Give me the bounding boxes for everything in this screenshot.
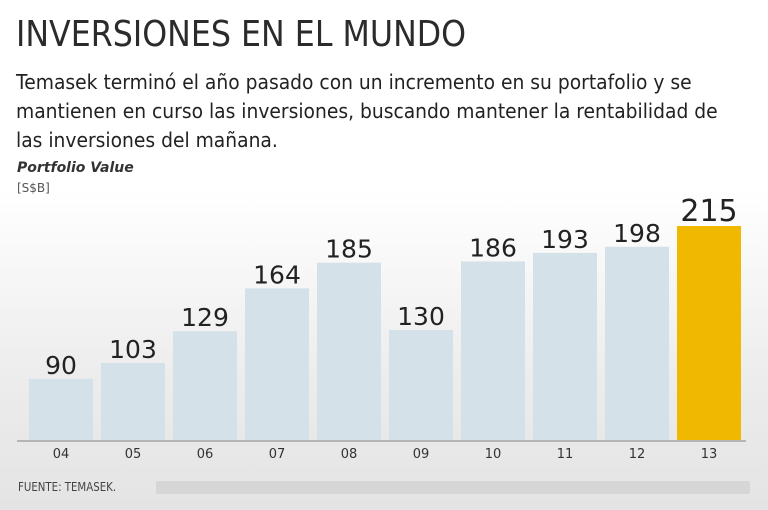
y-axis-label: Portfolio Value (17, 160, 134, 176)
x-tick-label-07: 07 (269, 447, 286, 462)
page-title: INVERSIONES EN EL MUNDO (16, 14, 467, 55)
bar-13 (677, 226, 741, 440)
data-label-12: 198 (613, 219, 661, 248)
bar-09 (389, 329, 453, 440)
data-label-08: 185 (325, 235, 373, 264)
x-tick-label-11: 11 (557, 447, 574, 462)
data-label-07: 164 (253, 260, 301, 289)
source-divider-bar (156, 481, 750, 494)
y-axis-unit: [S$B] (17, 181, 50, 195)
bar-07 (245, 288, 309, 440)
x-tick-label-05: 05 (125, 447, 142, 462)
data-label-06: 129 (181, 303, 229, 332)
x-tick-label-04: 04 (53, 447, 70, 462)
data-label-04: 90 (45, 351, 77, 380)
data-label-13: 215 (680, 194, 737, 229)
subtitle: Temasek terminó el año pasado con un inc… (16, 70, 718, 152)
bar-chart: 90 04 103 05 129 06 164 07 185 08 130 09 186 10 193 11 1… (17, 194, 746, 462)
x-tick-label-12: 12 (629, 447, 646, 462)
data-label-09: 130 (397, 302, 445, 331)
data-label-11: 193 (541, 225, 589, 254)
x-tick-label-13: 13 (701, 447, 718, 462)
data-label-10: 186 (469, 233, 517, 262)
x-tick-label-08: 08 (341, 447, 358, 462)
data-label-05: 103 (109, 335, 157, 364)
x-tick-label-06: 06 (197, 447, 214, 462)
source-note: FUENTE: TEMASEK. (18, 480, 117, 494)
bar-05 (101, 362, 165, 440)
bar-06 (173, 331, 237, 440)
x-tick-label-09: 09 (413, 447, 430, 462)
bar-12 (605, 246, 669, 440)
bar-11 (533, 252, 597, 440)
bar-08 (317, 262, 381, 440)
bar-04 (29, 378, 93, 440)
bar-10 (461, 261, 525, 440)
x-tick-label-10: 10 (485, 447, 502, 462)
